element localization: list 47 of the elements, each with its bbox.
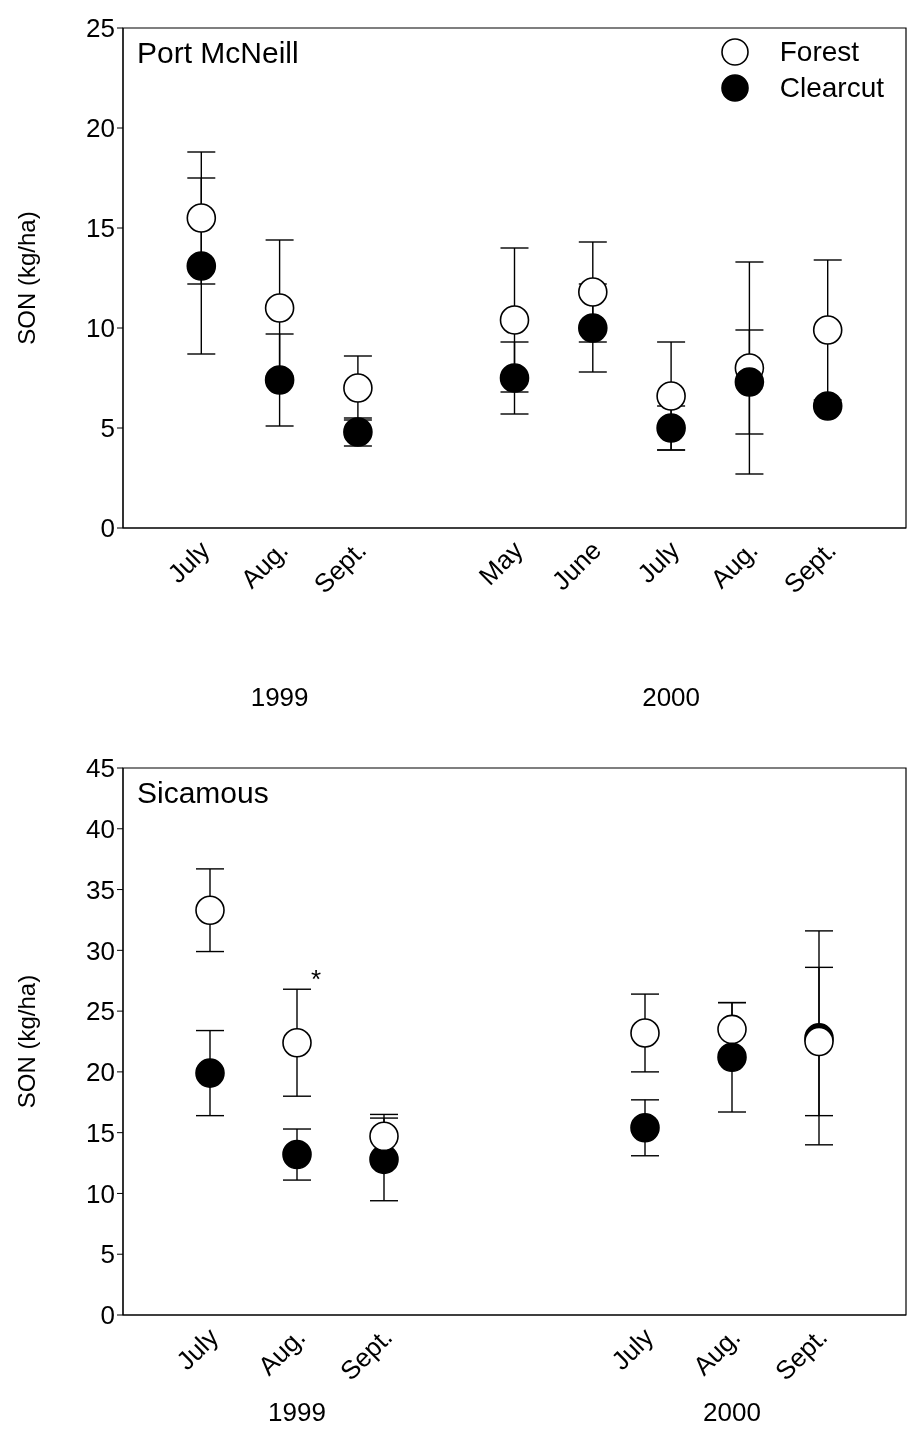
y-tick-label: 25 [86,13,115,44]
x-tick-label: July [631,534,686,589]
text: 1999 [267,1397,327,1428]
point [717,1042,747,1073]
y-tick-label: 40 [86,814,115,845]
text: 2000 [702,1397,762,1428]
x-tick-label: May [472,534,529,591]
x-tick-label: Aug. [252,1321,312,1381]
point [656,413,686,443]
x-tick-label: Aug. [234,534,294,594]
y-tick-label: 15 [86,1117,115,1148]
annotation: * [311,963,322,994]
y-tick-label: 15 [86,213,115,244]
point [578,313,608,343]
point [282,1139,312,1170]
y-tick-label: 0 [100,513,115,544]
chart-title: Sicamous [137,776,269,810]
point [195,1058,225,1088]
y-tick-label: 0 [100,1300,115,1331]
y-axis-title: SON (kg/ha) [12,211,40,345]
x-tick-label: Aug. [704,534,764,594]
y-tick-label: 5 [100,413,115,444]
y-tick-label: 10 [86,313,115,344]
x-tick-label: July [161,534,216,589]
point [630,1113,660,1143]
point [812,391,843,421]
point [499,363,530,393]
point [264,365,295,395]
legend-label: Clearcut [779,72,884,104]
chart-title: Port McNeill [137,36,299,70]
text: 1999 [249,682,310,713]
y-tick-label: 5 [100,1239,115,1270]
y-tick-label: 10 [86,1178,115,1209]
y-tick-label: 30 [86,935,115,966]
x-tick-label: Aug. [687,1321,747,1381]
y-tick-label: 35 [86,874,115,905]
y-tick-label: 25 [86,996,115,1027]
point [186,251,217,281]
y-axis-title: SON (kg/ha) [12,974,40,1109]
legend-label: Forest [779,36,860,68]
x-tick-label: July [605,1321,660,1376]
y-tick-label: 20 [86,1057,115,1088]
y-tick-label: 45 [86,753,115,784]
x-tick-label: July [170,1321,225,1376]
y-tick-label: 20 [86,113,115,144]
text: 2000 [641,682,701,713]
point [734,367,765,397]
